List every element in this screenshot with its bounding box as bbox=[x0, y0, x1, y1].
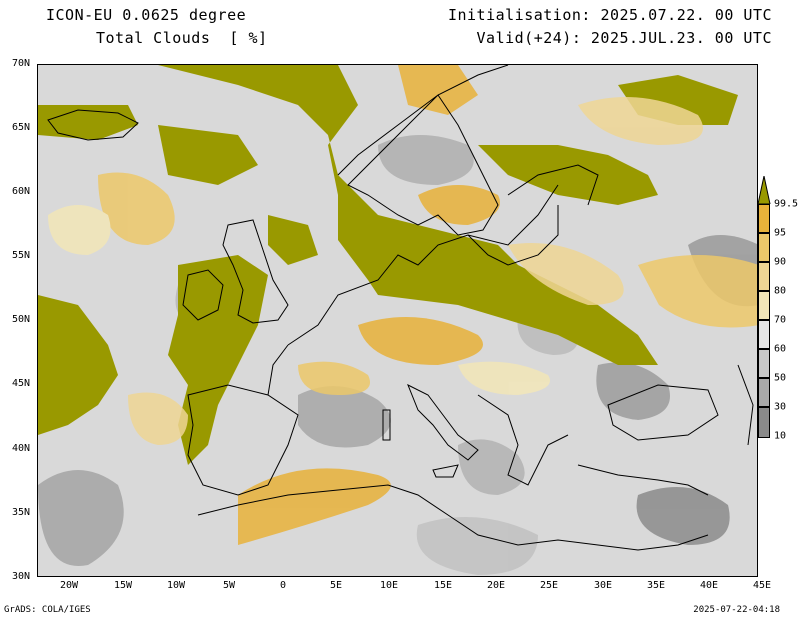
lon-label: 10W bbox=[166, 580, 186, 591]
lat-label: 60N bbox=[11, 186, 30, 197]
lon-label: 20E bbox=[486, 580, 506, 591]
lon-label: 40E bbox=[699, 580, 719, 591]
init-time: Initialisation: 2025.07.22. 00 UTC bbox=[447, 6, 772, 24]
lat-label: 50N bbox=[11, 314, 30, 325]
colorbar bbox=[758, 204, 772, 438]
colorbar-label: 30 bbox=[774, 401, 787, 413]
lon-label: 5W bbox=[222, 580, 236, 591]
colorbar-label: 90 bbox=[774, 256, 787, 268]
lat-label: 55N bbox=[11, 250, 30, 261]
coastlines bbox=[47, 65, 754, 551]
variable-title: Total Clouds [ %] bbox=[96, 29, 268, 47]
colorbar-segment bbox=[758, 204, 770, 233]
lon-label: 35E bbox=[646, 580, 666, 591]
footer-timestamp: 2025-07-22-04:18 bbox=[693, 605, 780, 615]
model-title: ICON-EU 0.0625 degree bbox=[46, 6, 247, 24]
lat-label: 70N bbox=[11, 58, 30, 69]
lat-label: 35N bbox=[11, 507, 30, 518]
colorbar-label: 99.5 bbox=[774, 198, 799, 210]
lon-label: 20W bbox=[59, 580, 79, 591]
lon-label: 5E bbox=[329, 580, 343, 591]
colorbar-label: 80 bbox=[774, 285, 787, 297]
colorbar-segment bbox=[758, 349, 770, 378]
colorbar-segment bbox=[758, 407, 770, 438]
lat-label: 65N bbox=[11, 122, 30, 133]
lon-label: 15W bbox=[113, 580, 133, 591]
colorbar-segment bbox=[758, 378, 770, 407]
footer-credit: GrADS: COLA/IGES bbox=[4, 605, 91, 615]
lon-label: 10E bbox=[379, 580, 399, 591]
colorbar-label: 95 bbox=[774, 227, 787, 239]
lon-label: 15E bbox=[433, 580, 453, 591]
colorbar-label: 50 bbox=[774, 372, 787, 384]
colorbar-segment bbox=[758, 320, 770, 349]
lat-label: 45N bbox=[11, 378, 30, 389]
lon-label: 30E bbox=[593, 580, 613, 591]
colorbar-label: 10 bbox=[774, 430, 787, 442]
colorbar-segment bbox=[758, 233, 770, 262]
lat-label: 30N bbox=[11, 571, 30, 582]
lon-label: 25E bbox=[539, 580, 559, 591]
map-canvas bbox=[38, 65, 757, 576]
high-cloud-bands bbox=[48, 65, 757, 545]
lat-label: 40N bbox=[11, 443, 30, 454]
colorbar-segment bbox=[758, 291, 770, 320]
colorbar-segment bbox=[758, 262, 770, 291]
lon-label: 45E bbox=[752, 580, 772, 591]
colorbar-label: 60 bbox=[774, 343, 787, 355]
colorbar-triangle-top bbox=[757, 176, 771, 204]
valid-time: Valid(+24): 2025.JUL.23. 00 UTC bbox=[476, 29, 772, 47]
colorbar-label: 70 bbox=[774, 314, 787, 326]
lon-label: 0 bbox=[279, 580, 287, 591]
cloud-cover-map bbox=[37, 64, 758, 577]
